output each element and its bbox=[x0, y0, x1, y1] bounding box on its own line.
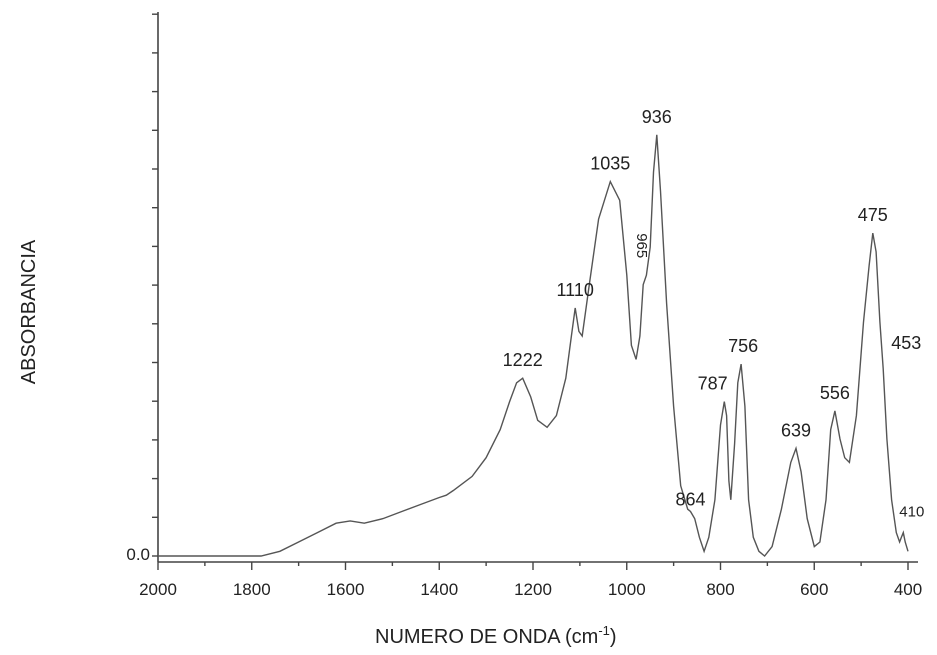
y-axis: 0.0 bbox=[126, 12, 159, 564]
peak-label-1110: 1110 bbox=[557, 280, 594, 300]
peak-label-787: 787 bbox=[698, 374, 728, 394]
peak-label-410: 410 bbox=[899, 504, 924, 521]
y-axis-ticks bbox=[152, 13, 158, 557]
x-tick-label: 2000 bbox=[139, 580, 177, 599]
peak-label-453: 453 bbox=[891, 333, 921, 353]
peak-label-475: 475 bbox=[858, 205, 888, 225]
peak-label-965: 965 bbox=[633, 233, 650, 258]
x-tick-label: 1600 bbox=[327, 580, 365, 599]
x-axis-title: NUMERO DE ONDA (cm-1) bbox=[375, 623, 617, 648]
peak-label-1222: 1222 bbox=[503, 350, 543, 370]
x-tick-label: 600 bbox=[800, 580, 828, 599]
peak-label-556: 556 bbox=[820, 383, 850, 403]
x-tick-label: 1400 bbox=[420, 580, 458, 599]
peak-label-864: 864 bbox=[675, 490, 705, 510]
peak-label-1035: 1035 bbox=[590, 154, 630, 174]
peak-label-756: 756 bbox=[728, 336, 758, 356]
y-axis-title: ABSORBANCIA bbox=[18, 239, 40, 384]
x-axis-ticks bbox=[157, 562, 909, 570]
x-tick-label: 1000 bbox=[608, 580, 646, 599]
x-tick-label: 800 bbox=[706, 580, 734, 599]
x-axis: 2000 1800 1600 1400 1200 1000 800 600 400 bbox=[139, 561, 922, 599]
x-axis-tick-labels: 2000 1800 1600 1400 1200 1000 800 600 400 bbox=[139, 580, 922, 599]
y-tick-label-0: 0.0 bbox=[126, 545, 150, 564]
x-tick-label: 400 bbox=[894, 580, 922, 599]
peak-label-639: 639 bbox=[781, 420, 811, 440]
peak-label-936: 936 bbox=[642, 107, 672, 127]
x-tick-label: 1200 bbox=[514, 580, 552, 599]
absorbance-series-line bbox=[158, 134, 909, 557]
x-tick-label: 1800 bbox=[233, 580, 271, 599]
